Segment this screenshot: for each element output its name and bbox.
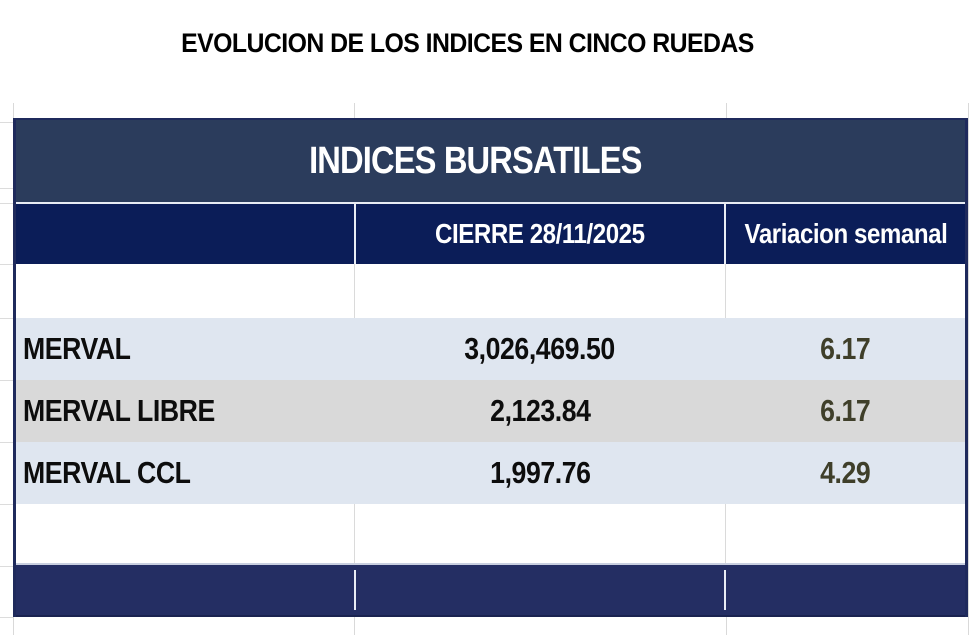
index-name-cell: MERVAL [23,331,131,366]
header-variacion-label: Variacion semanal [744,218,947,249]
sheet-gridline [0,318,13,319]
table-title: INDICES BURSATILES [309,139,642,182]
table-row-merval-ccl: MERVAL CCL 1,997.76 4.29 [16,442,965,504]
sheet-gridline [0,203,13,204]
cierre-cell: 3,026,469.50 [464,331,616,366]
table-header-row: CIERRE 28/11/2025 Variacion semanal [16,202,965,264]
indices-table: INDICES BURSATILES CIERRE 28/11/2025 Var… [13,118,968,617]
sheet-gridline [0,122,13,123]
header-cierre-label: CIERRE 28/11/2025 [435,218,645,249]
sheet-gridline [0,617,13,618]
cierre-cell: 2,123.84 [489,393,591,428]
index-name-cell: MERVAL LIBRE [23,393,215,428]
variacion-cell: 4.29 [820,455,871,490]
sheet-gridline [0,566,13,567]
index-name-cell: MERVAL CCL [23,455,191,490]
header-cell-name [16,204,354,264]
footer-cell [354,570,726,610]
variacion-cell: 6.17 [820,331,871,366]
table-spacer-row [16,264,965,318]
sheet-gridline [968,103,969,635]
table-row-merval: MERVAL 3,026,469.50 6.17 [16,318,965,380]
footer-cell [726,565,965,615]
variacion-cell: 6.17 [820,393,871,428]
cierre-cell: 1,997.76 [489,455,591,490]
empty-cell [16,264,354,318]
sheet-gridline [0,264,13,265]
table-title-bar: INDICES BURSATILES [16,118,965,202]
table-spacer-row [16,504,965,565]
empty-cell [354,504,726,563]
page-title: EVOLUCION DE LOS INDICES EN CINCO RUEDAS [181,28,754,58]
sheet-gridline [0,380,13,381]
empty-cell [726,504,965,563]
header-cell-cierre: CIERRE 28/11/2025 [354,204,726,264]
empty-cell [354,264,726,318]
table-row-merval-libre: MERVAL LIBRE 2,123.84 6.17 [16,380,965,442]
table-footer-row [16,565,965,617]
footer-cell [16,565,354,615]
header-cell-variacion: Variacion semanal [726,204,965,264]
empty-cell [16,504,354,563]
sheet-gridline [0,504,13,505]
sheet-gridline [0,188,13,189]
sheet-gridline [0,442,13,443]
empty-cell [726,264,965,318]
